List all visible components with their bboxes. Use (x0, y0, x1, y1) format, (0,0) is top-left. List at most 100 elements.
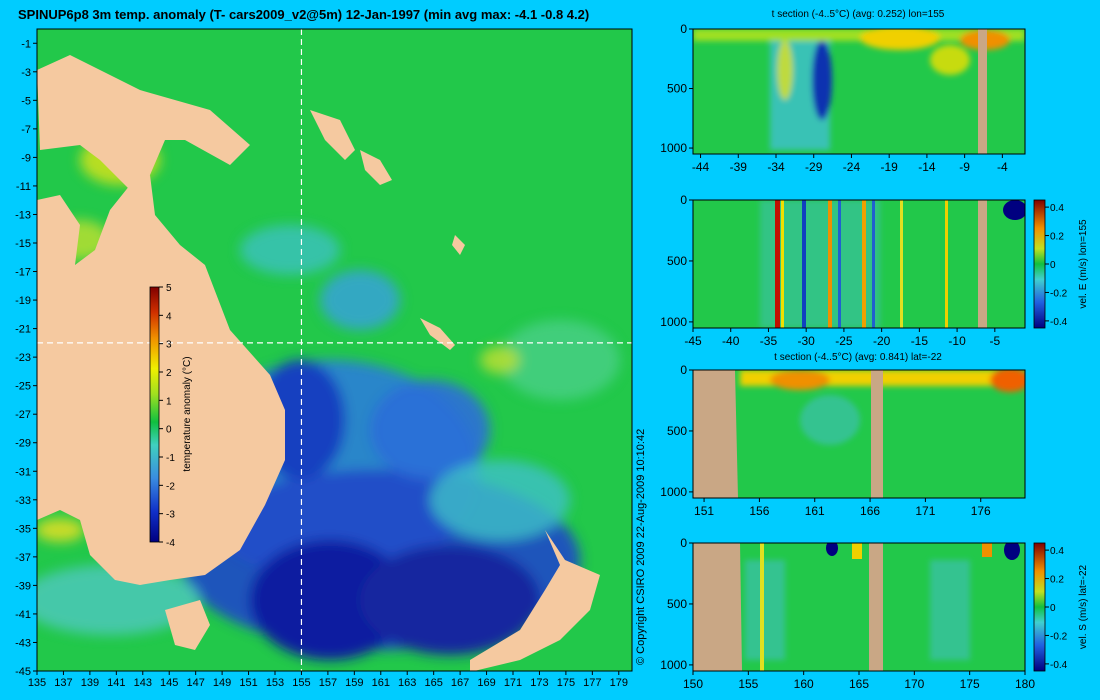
section-x-tick-label: 151 (694, 504, 714, 518)
vel-s-colorbar (1033, 542, 1046, 672)
map-y-tick-label: -25 (15, 381, 31, 393)
depth-tick-label: 0 (680, 193, 687, 207)
map-x-tick-label: 151 (239, 677, 257, 689)
section-x-tick-label: 161 (805, 504, 825, 518)
section-4-y-axis: 0 500 1000 (660, 536, 693, 672)
section-x-tick-label: -4 (997, 160, 1008, 174)
section-3-y-axis: 0 500 1000 (660, 363, 693, 499)
map-x-tick-label: 139 (81, 677, 99, 689)
velocity-colorbar-tick-label: -0.4 (1050, 660, 1068, 671)
section-x-tick-label: -34 (767, 160, 785, 174)
section-x-tick-label: 156 (749, 504, 769, 518)
velocity-colorbar-tick-label: -0.2 (1050, 288, 1068, 299)
map-y-tick-label: -1 (21, 38, 31, 50)
temperature-colorbar-tick-label: -4 (166, 538, 175, 549)
section-1-y-axis: 0 500 1000 (660, 22, 693, 155)
new-britain-land (310, 110, 355, 160)
copyright-text: © Copyright CSIRO 2009 22-Aug-2009 10:10… (635, 429, 647, 665)
section-4-x-axis: 150 155 160 165 170 175 180 (683, 671, 1035, 691)
section-x-tick-label: 176 (971, 504, 991, 518)
map-y-tick-label: -43 (15, 637, 31, 649)
section-x-tick-label: 170 (904, 677, 924, 691)
section-x-tick-label: 165 (849, 677, 869, 691)
section-2-y-axis: 0 500 1000 (660, 193, 693, 329)
section-x-tick-label: -25 (835, 334, 853, 348)
map-x-tick-label: 179 (610, 677, 628, 689)
temperature-colorbar-tick-label: 5 (166, 283, 172, 294)
velocity-colorbar-tick-label: 0.2 (1050, 575, 1064, 586)
vel-s-colorbar-label: vel. S (m/s) lat=-22 (1078, 564, 1089, 649)
map-x-tick-label: 169 (477, 677, 495, 689)
section-3-heatmap (693, 370, 1025, 498)
section-x-tick-label: -5 (989, 334, 1000, 348)
map-x-tick-label: 137 (54, 677, 72, 689)
map-y-tick-label: -5 (21, 95, 31, 107)
map-frame (36, 28, 633, 672)
temperature-colorbar-tick-label: 1 (166, 396, 172, 407)
section-x-tick-label: 175 (960, 677, 980, 691)
temperature-colorbar-tick-label: -2 (166, 481, 175, 492)
section-x-tick-label: -45 (684, 334, 702, 348)
section-3-land-west (693, 370, 738, 498)
section-x-tick-label: -44 (692, 160, 710, 174)
map-x-tick-label: 167 (451, 677, 469, 689)
section-1-land (978, 29, 987, 154)
section-3-x-axis: 151 156 161 166 171 176 (694, 498, 991, 518)
section-lines (37, 29, 632, 671)
temperature-anomaly-map (37, 29, 632, 671)
map-y-tick-label: -27 (15, 409, 31, 421)
map-x-tick-label: 153 (266, 677, 284, 689)
map-x-tick-label: 177 (583, 677, 601, 689)
section-2-frame (692, 199, 1026, 329)
section-x-tick-label: -20 (873, 334, 891, 348)
section-x-tick-label: -19 (881, 160, 899, 174)
depth-tick-label: 0 (680, 363, 687, 377)
velocity-colorbar-tick-label: 0 (1050, 260, 1056, 271)
velocity-colorbar-tick-label: 0.2 (1050, 232, 1064, 243)
map-x-tick-label: 159 (345, 677, 363, 689)
map-x-tick-label: 171 (504, 677, 522, 689)
section-2-land (978, 200, 987, 328)
velocity-colorbar-tick-label: -0.2 (1050, 631, 1068, 642)
depth-tick-label: 500 (667, 597, 687, 611)
section-3-land-east (871, 370, 883, 498)
map-x-tick-label: 143 (134, 677, 152, 689)
velocity-colorbar-tick-label: 0 (1050, 603, 1056, 614)
section-x-tick-label: 166 (860, 504, 880, 518)
temperature-colorbar-tick-label: -1 (166, 453, 175, 464)
map-y-axis: -1 -3 -5 -7 -9 -11 -13 -15 -17 -19 -21 -23 -25 -27 -29… (15, 38, 37, 678)
temperature-colorbar-tick-label: 4 (166, 311, 172, 322)
temperature-colorbar: 5 4 3 2 1 0 -1 -2 -3 -4 temperature anomaly (°C) (149, 283, 193, 549)
section-4-heatmap (693, 543, 1025, 671)
map-y-tick-label: -37 (15, 552, 31, 564)
map-y-tick-label: -41 (15, 609, 31, 621)
new-caledonia-land (420, 318, 455, 350)
australia-land (37, 175, 285, 585)
map-y-tick-label: -7 (21, 124, 31, 136)
map-y-tick-label: -3 (21, 67, 31, 79)
section-2-heatmap (693, 200, 1025, 328)
map-x-tick-label: 163 (398, 677, 416, 689)
temperature-colorbar-tick-label: 0 (166, 425, 172, 436)
section-1-frame (692, 28, 1026, 155)
map-x-tick-label: 173 (530, 677, 548, 689)
section-4-land-east (869, 543, 883, 671)
section-3-title: t section (-4..5°C) (avg: 0.841) lat=-22 (774, 352, 942, 363)
new-guinea-land (37, 55, 250, 190)
map-y-tick-label: -23 (15, 352, 31, 364)
map-x-tick-label: 161 (372, 677, 390, 689)
map-x-tick-label: 141 (107, 677, 125, 689)
section-x-tick-label: 155 (738, 677, 758, 691)
depth-tick-label: 0 (680, 536, 687, 550)
depth-tick-label: 1000 (660, 141, 687, 155)
section-2-x-axis: -45 -40 -35 -30 -25 -20 -15 -10 -5 (684, 328, 1000, 348)
map-y-tick-label: -11 (16, 181, 31, 193)
solomon-islands-land (360, 150, 392, 185)
map-y-tick-label: -17 (15, 267, 31, 279)
section-x-tick-label: -9 (959, 160, 970, 174)
vanuatu-land (452, 235, 465, 255)
map-y-tick-label: -9 (21, 152, 31, 164)
section-x-tick-label: -14 (918, 160, 936, 174)
section-x-tick-label: 180 (1015, 677, 1035, 691)
